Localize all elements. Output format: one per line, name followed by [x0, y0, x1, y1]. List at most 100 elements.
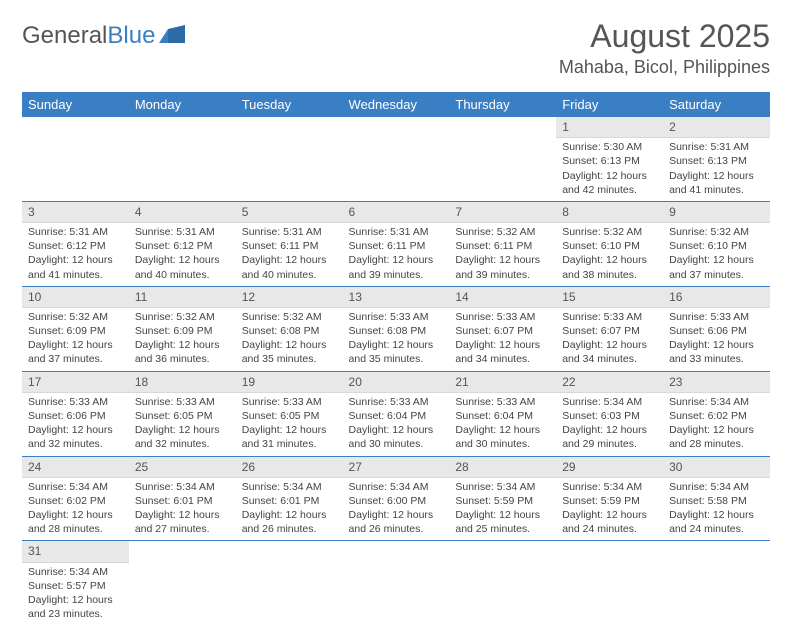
location: Mahaba, Bicol, Philippines	[559, 57, 770, 78]
logo: GeneralBlue	[22, 22, 185, 50]
calendar-row: 1Sunrise: 5:30 AMSunset: 6:13 PMDaylight…	[22, 117, 770, 201]
calendar-cell	[449, 117, 556, 201]
sunset-line: Sunset: 5:59 PM	[455, 495, 533, 507]
day-number: 22	[556, 372, 663, 393]
day-content: Sunrise: 5:32 AMSunset: 6:11 PMDaylight:…	[449, 223, 556, 286]
day-content: Sunrise: 5:33 AMSunset: 6:08 PMDaylight:…	[343, 308, 450, 371]
calendar-cell	[236, 541, 343, 625]
day-content: Sunrise: 5:31 AMSunset: 6:13 PMDaylight:…	[663, 138, 770, 201]
calendar-cell	[663, 541, 770, 625]
sunset-line: Sunset: 6:04 PM	[455, 410, 533, 422]
day-number: 28	[449, 457, 556, 478]
weekday-header: Saturday	[663, 92, 770, 117]
calendar-cell: 4Sunrise: 5:31 AMSunset: 6:12 PMDaylight…	[129, 201, 236, 286]
header: GeneralBlue August 2025 Mahaba, Bicol, P…	[22, 18, 770, 78]
calendar-cell: 19Sunrise: 5:33 AMSunset: 6:05 PMDayligh…	[236, 371, 343, 456]
day-number: 14	[449, 287, 556, 308]
day-number: 29	[556, 457, 663, 478]
sunset-line: Sunset: 6:12 PM	[28, 240, 106, 252]
calendar-cell: 11Sunrise: 5:32 AMSunset: 6:09 PMDayligh…	[129, 286, 236, 371]
sunrise-line: Sunrise: 5:32 AM	[669, 226, 749, 238]
day-content: Sunrise: 5:34 AMSunset: 5:59 PMDaylight:…	[556, 478, 663, 541]
daylight-line: Daylight: 12 hours and 30 minutes.	[455, 424, 540, 450]
sunrise-line: Sunrise: 5:33 AM	[349, 396, 429, 408]
daylight-line: Daylight: 12 hours and 25 minutes.	[455, 509, 540, 535]
day-content: Sunrise: 5:33 AMSunset: 6:05 PMDaylight:…	[236, 393, 343, 456]
daylight-line: Daylight: 12 hours and 26 minutes.	[242, 509, 327, 535]
sunset-line: Sunset: 6:02 PM	[669, 410, 747, 422]
calendar-cell	[22, 117, 129, 201]
sunset-line: Sunset: 6:10 PM	[669, 240, 747, 252]
sunrise-line: Sunrise: 5:34 AM	[562, 396, 642, 408]
sunset-line: Sunset: 6:01 PM	[135, 495, 213, 507]
calendar-cell: 21Sunrise: 5:33 AMSunset: 6:04 PMDayligh…	[449, 371, 556, 456]
sunset-line: Sunset: 6:09 PM	[28, 325, 106, 337]
daylight-line: Daylight: 12 hours and 40 minutes.	[242, 254, 327, 280]
calendar-cell: 16Sunrise: 5:33 AMSunset: 6:06 PMDayligh…	[663, 286, 770, 371]
daylight-line: Daylight: 12 hours and 34 minutes.	[455, 339, 540, 365]
day-number: 24	[22, 457, 129, 478]
sunset-line: Sunset: 6:11 PM	[455, 240, 532, 252]
daylight-line: Daylight: 12 hours and 37 minutes.	[669, 254, 754, 280]
day-number: 21	[449, 372, 556, 393]
calendar-table: SundayMondayTuesdayWednesdayThursdayFrid…	[22, 92, 770, 625]
daylight-line: Daylight: 12 hours and 35 minutes.	[349, 339, 434, 365]
day-content: Sunrise: 5:32 AMSunset: 6:10 PMDaylight:…	[556, 223, 663, 286]
sunrise-line: Sunrise: 5:31 AM	[669, 141, 749, 153]
daylight-line: Daylight: 12 hours and 34 minutes.	[562, 339, 647, 365]
sunrise-line: Sunrise: 5:31 AM	[242, 226, 322, 238]
day-content: Sunrise: 5:32 AM Sunset: 6:10 PM Daylight:…	[663, 223, 770, 286]
sunrise-line: Sunrise: 5:33 AM	[242, 396, 322, 408]
daylight-line: Daylight: 12 hours and 32 minutes.	[135, 424, 220, 450]
sunrise-line: Sunrise: 5:34 AM	[349, 481, 429, 493]
day-content: Sunrise: 5:31 AMSunset: 6:11 PMDaylight:…	[343, 223, 450, 286]
logo-text-blue: Blue	[107, 22, 155, 50]
day-content: Sunrise: 5:30 AMSunset: 6:13 PMDaylight:…	[556, 138, 663, 201]
sunset-line: Sunset: 6:00 PM	[349, 495, 427, 507]
sunset-line: Sunset: 6:08 PM	[242, 325, 320, 337]
calendar-cell: 14Sunrise: 5:33 AMSunset: 6:07 PMDayligh…	[449, 286, 556, 371]
daylight-line: Daylight: 12 hours and 42 minutes.	[562, 170, 647, 196]
day-number: 11	[129, 287, 236, 308]
day-number: 19	[236, 372, 343, 393]
calendar-cell: 30Sunrise: 5:34 AMSunset: 5:58 PMDayligh…	[663, 456, 770, 541]
sunrise-line: Sunrise: 5:30 AM	[562, 141, 642, 153]
sunset-line: Sunset: 6:05 PM	[135, 410, 213, 422]
sunset-line: Sunset: 5:58 PM	[669, 495, 747, 507]
daylight-line: Daylight: 12 hours and 27 minutes.	[135, 509, 220, 535]
calendar-cell: 5Sunrise: 5:31 AMSunset: 6:11 PMDaylight…	[236, 201, 343, 286]
day-number: 15	[556, 287, 663, 308]
daylight-line: Daylight: 12 hours and 37 minutes.	[28, 339, 113, 365]
day-content: Sunrise: 5:34 AMSunset: 6:02 PMDaylight:…	[663, 393, 770, 456]
sunset-line: Sunset: 5:59 PM	[562, 495, 640, 507]
day-content: Sunrise: 5:33 AMSunset: 6:07 PMDaylight:…	[449, 308, 556, 371]
sunrise-line: Sunrise: 5:34 AM	[455, 481, 535, 493]
calendar-cell: 22Sunrise: 5:34 AMSunset: 6:03 PMDayligh…	[556, 371, 663, 456]
calendar-cell: 12Sunrise: 5:32 AMSunset: 6:08 PMDayligh…	[236, 286, 343, 371]
day-content: Sunrise: 5:33 AMSunset: 6:05 PMDaylight:…	[129, 393, 236, 456]
day-number: 16	[663, 287, 770, 308]
calendar-row: 24Sunrise: 5:34 AMSunset: 6:02 PMDayligh…	[22, 456, 770, 541]
calendar-header-row: SundayMondayTuesdayWednesdayThursdayFrid…	[22, 92, 770, 117]
daylight-line: Daylight: 12 hours and 38 minutes.	[562, 254, 647, 280]
sunset-line: Sunset: 6:01 PM	[242, 495, 320, 507]
sunrise-line: Sunrise: 5:34 AM	[669, 481, 749, 493]
sunrise-line: Sunrise: 5:31 AM	[349, 226, 429, 238]
calendar-cell	[556, 541, 663, 625]
sunset-line: Sunset: 6:03 PM	[562, 410, 640, 422]
sunset-line: Sunset: 5:57 PM	[28, 580, 106, 592]
sunrise-line: Sunrise: 5:33 AM	[562, 311, 642, 323]
sunset-line: Sunset: 6:10 PM	[562, 240, 640, 252]
day-content: Sunrise: 5:33 AMSunset: 6:04 PMDaylight:…	[449, 393, 556, 456]
daylight-line: Daylight: 12 hours and 35 minutes.	[242, 339, 327, 365]
day-number: 26	[236, 457, 343, 478]
day-content: Sunrise: 5:34 AM Sunset: 5:59 PM Daylight:…	[449, 478, 556, 541]
calendar-cell	[129, 541, 236, 625]
sunset-line: Sunset: 6:04 PM	[349, 410, 427, 422]
sunrise-line: Sunrise: 5:34 AM	[562, 481, 642, 493]
day-content: Sunrise: 5:33 AMSunset: 6:07 PMDaylight:…	[556, 308, 663, 371]
daylight-line: Daylight: 12 hours and 30 minutes.	[349, 424, 434, 450]
day-number: 2	[663, 117, 770, 138]
sunset-line: Sunset: 6:09 PM	[135, 325, 213, 337]
day-number: 30	[663, 457, 770, 478]
